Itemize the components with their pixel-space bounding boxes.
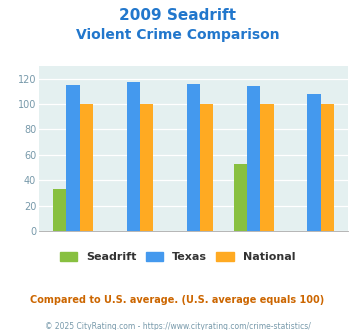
- Bar: [234, 164, 247, 231]
- Bar: [53, 189, 66, 231]
- Bar: [66, 85, 80, 231]
- Bar: [127, 82, 140, 231]
- Text: Compared to U.S. average. (U.S. average equals 100): Compared to U.S. average. (U.S. average …: [31, 295, 324, 305]
- Bar: [260, 104, 274, 231]
- Legend: Seadrift, Texas, National: Seadrift, Texas, National: [55, 248, 300, 267]
- Text: Violent Crime Comparison: Violent Crime Comparison: [76, 28, 279, 42]
- Bar: [321, 104, 334, 231]
- Bar: [247, 86, 260, 231]
- Bar: [307, 94, 321, 231]
- Bar: [80, 104, 93, 231]
- Bar: [140, 104, 153, 231]
- Text: © 2025 CityRating.com - https://www.cityrating.com/crime-statistics/: © 2025 CityRating.com - https://www.city…: [45, 322, 310, 330]
- Text: 2009 Seadrift: 2009 Seadrift: [119, 8, 236, 23]
- Bar: [200, 104, 213, 231]
- Bar: [187, 84, 200, 231]
